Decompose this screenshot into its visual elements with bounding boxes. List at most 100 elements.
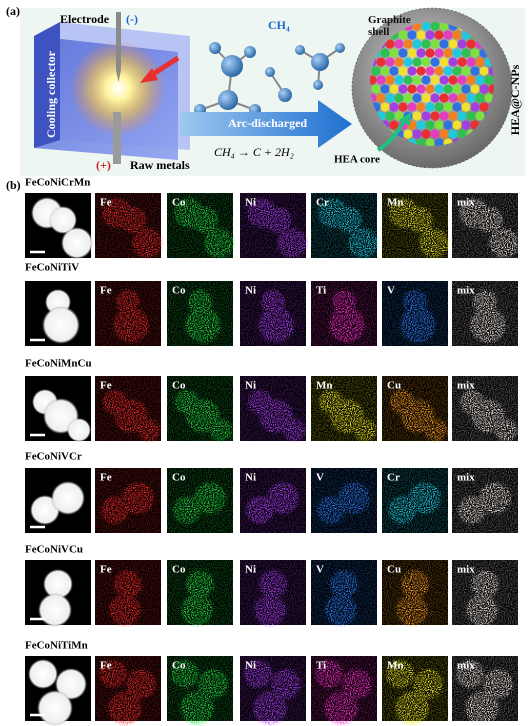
particle xyxy=(255,595,285,625)
core-atom xyxy=(457,39,467,49)
core-atom xyxy=(416,120,426,130)
particle xyxy=(408,208,432,232)
core-atom xyxy=(448,39,458,49)
element-label: Fe xyxy=(100,285,112,297)
particle xyxy=(316,661,342,687)
particle xyxy=(38,593,72,627)
core-atom xyxy=(385,111,395,121)
map-signal xyxy=(167,468,233,533)
core-atom xyxy=(398,48,408,58)
element-label: Ni xyxy=(245,197,256,209)
panel-label: (b) xyxy=(6,178,21,192)
core-atom xyxy=(430,75,440,85)
particle xyxy=(172,661,198,687)
particle xyxy=(326,595,356,625)
gas-arrow xyxy=(148,55,180,79)
alloy-name: FeCoNiTiV xyxy=(25,262,79,274)
map-signal xyxy=(240,560,306,628)
core-atom xyxy=(452,120,462,130)
element-label: Cr xyxy=(316,197,329,209)
map-signal xyxy=(95,468,161,533)
particle xyxy=(114,308,148,342)
graphite-shell-label: Graphite shell xyxy=(368,14,411,38)
core-atom xyxy=(461,102,471,112)
core-atom xyxy=(452,66,462,76)
particle xyxy=(67,418,91,442)
particle xyxy=(401,308,435,342)
map-signal xyxy=(382,468,448,533)
core-atom xyxy=(448,93,458,103)
map-signal xyxy=(311,468,377,533)
core-atom xyxy=(380,102,390,112)
core-atom xyxy=(434,84,444,94)
core-atom xyxy=(434,102,444,112)
element-label: mix xyxy=(457,380,475,392)
particle xyxy=(330,308,364,342)
map-signal xyxy=(311,193,380,260)
element-label: Mn xyxy=(387,197,404,209)
particle xyxy=(272,670,300,698)
core-atom xyxy=(376,75,386,85)
particle xyxy=(123,483,153,513)
map-signal xyxy=(382,193,451,260)
particle xyxy=(343,670,371,698)
core-atom xyxy=(430,93,440,103)
core-atom xyxy=(452,48,462,58)
methane-molecules xyxy=(194,42,345,116)
element-label: Co xyxy=(172,197,186,209)
core-atom xyxy=(457,111,467,121)
core-atom xyxy=(416,84,426,94)
particle xyxy=(182,595,212,625)
map-signal xyxy=(311,560,377,628)
particle xyxy=(496,420,516,440)
core-atom xyxy=(416,48,426,58)
particle xyxy=(61,227,93,259)
core-atom xyxy=(434,48,444,58)
particle xyxy=(133,229,161,257)
core-atom xyxy=(434,120,444,130)
core-atom xyxy=(385,57,395,67)
particle xyxy=(49,206,77,234)
element-label: mix xyxy=(457,285,475,297)
alloy-name: FeCoNiVCr xyxy=(25,451,82,463)
core-atom xyxy=(371,84,381,94)
core-atom xyxy=(421,39,431,49)
core-atom xyxy=(448,57,458,67)
core-atom xyxy=(385,75,395,85)
map-signal xyxy=(382,281,448,346)
map-signal xyxy=(240,468,306,533)
map-signal xyxy=(167,656,233,726)
core-atom xyxy=(475,57,485,67)
collector-side xyxy=(34,22,60,148)
particle xyxy=(490,229,518,257)
core-atom xyxy=(466,75,476,85)
core-atom xyxy=(430,39,440,49)
core-atom xyxy=(425,30,435,40)
map-signal xyxy=(311,281,377,346)
core-atom xyxy=(385,93,395,103)
core-atom xyxy=(443,120,453,130)
particle xyxy=(387,661,413,687)
core-atom xyxy=(425,66,435,76)
core-atom xyxy=(439,22,449,31)
element-label: Ti xyxy=(316,660,326,672)
particle xyxy=(420,229,448,257)
map-signal xyxy=(167,560,233,628)
electrode-tip xyxy=(116,70,121,82)
particle xyxy=(337,208,361,232)
particle xyxy=(115,571,141,597)
core-atom xyxy=(398,102,408,112)
element-label: Fe xyxy=(100,197,112,209)
core-atom xyxy=(389,48,399,58)
core-atom xyxy=(461,48,471,58)
core-atom xyxy=(448,75,458,85)
core-atom xyxy=(434,30,444,40)
particle-halo xyxy=(87,57,149,119)
particle xyxy=(109,692,141,724)
core-atom xyxy=(416,66,426,76)
core-atom xyxy=(443,48,453,58)
core-atom xyxy=(412,129,422,139)
core-atom xyxy=(479,102,489,112)
alloy-name: FeCoNiTiMn xyxy=(25,640,88,652)
